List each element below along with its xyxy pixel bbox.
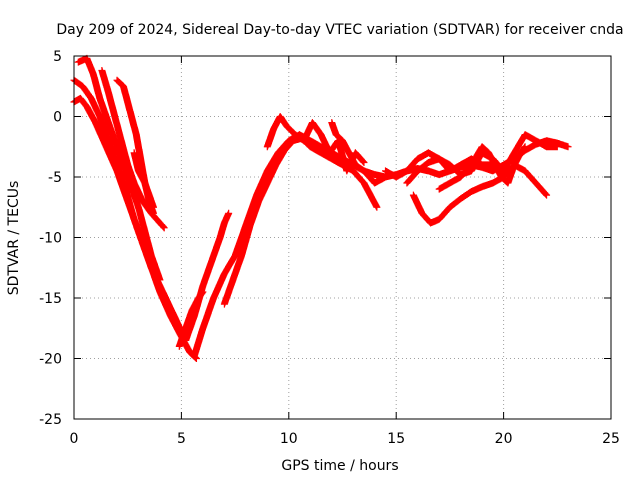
series-trace-j	[220, 134, 381, 308]
series-markers	[130, 149, 157, 211]
series-trace-f	[130, 149, 157, 211]
data-points	[70, 54, 572, 362]
series-markers	[74, 54, 164, 284]
x-tick-label: 25	[602, 431, 620, 447]
y-tick-label: -5	[48, 170, 62, 186]
y-tick-label: -10	[39, 231, 62, 247]
grid-lines	[74, 56, 611, 419]
series-markers	[382, 149, 497, 181]
series-markers	[175, 288, 207, 350]
series-trace-m	[403, 131, 561, 187]
series-markers	[328, 119, 389, 187]
y-axis-label: SDTVAR / TECUs	[6, 181, 22, 296]
axis-ticks: 0 5 10 15 20 25 -25 -20 -15 -10 -5 0 5	[39, 49, 620, 447]
series-trace-i	[175, 288, 207, 350]
x-tick-label: 5	[177, 431, 186, 447]
x-tick-label: 20	[495, 431, 513, 447]
chart-title: Day 209 of 2024, Sidereal Day-to-day VTE…	[56, 22, 623, 38]
x-tick-label: 0	[70, 431, 79, 447]
x-axis-label: GPS time / hours	[281, 458, 398, 474]
y-tick-label: -20	[39, 352, 62, 368]
x-tick-label: 10	[280, 431, 298, 447]
series-trace-p	[382, 149, 497, 181]
series-markers	[220, 134, 381, 308]
y-tick-label: 0	[53, 110, 62, 126]
series-trace-c	[74, 54, 164, 284]
y-tick-label: 5	[53, 49, 62, 65]
y-tick-label: -25	[39, 412, 62, 428]
x-tick-label: 15	[387, 431, 405, 447]
series-markers	[403, 131, 561, 187]
series-trace-l	[328, 119, 389, 187]
y-tick-label: -15	[39, 291, 62, 307]
